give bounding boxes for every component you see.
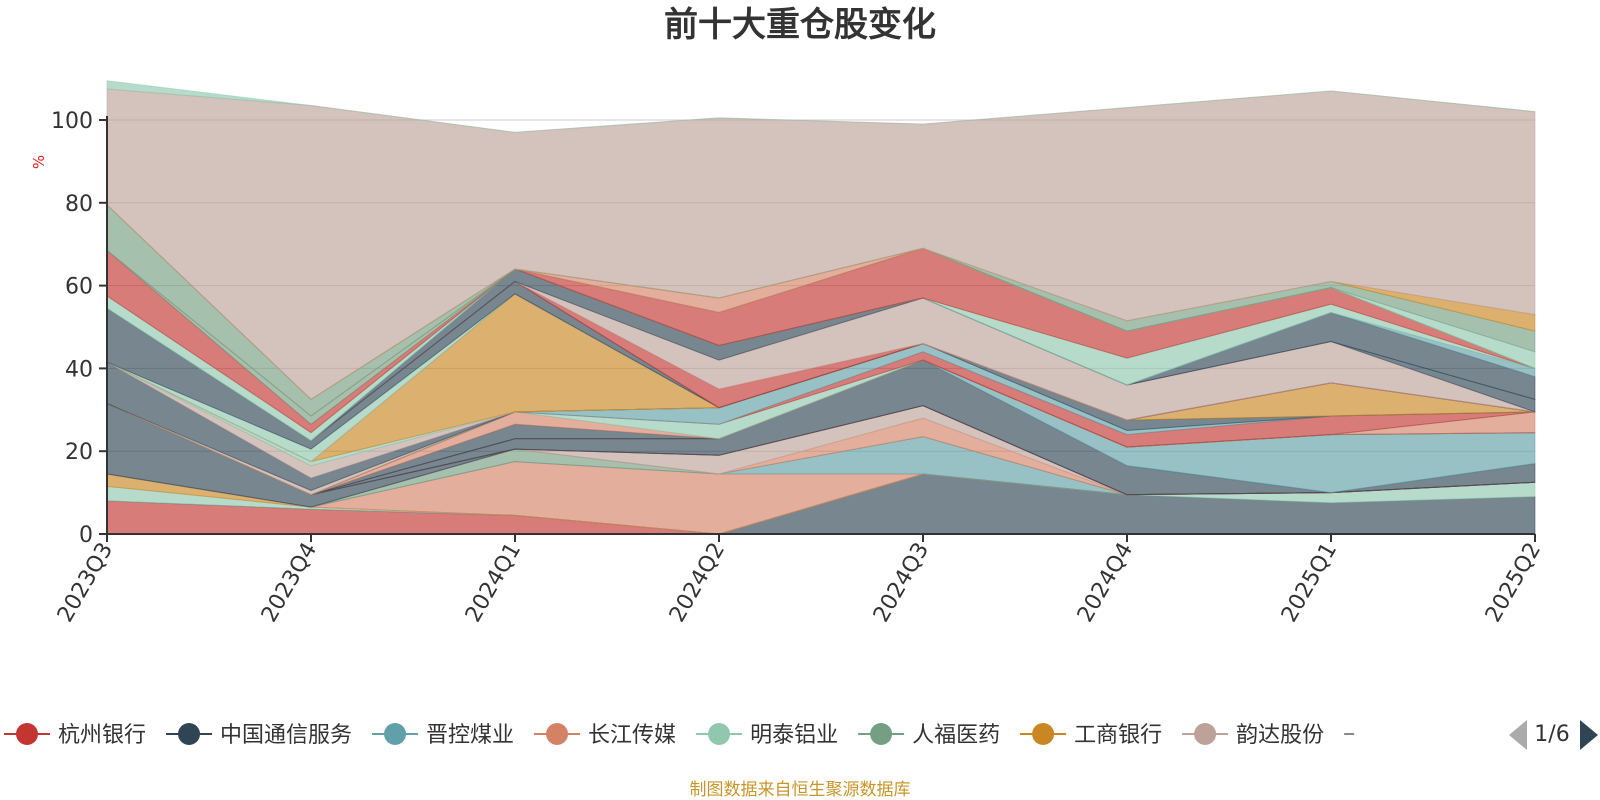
- legend-next-arrow-icon[interactable]: [1580, 720, 1598, 750]
- y-tick-label: 40: [65, 357, 93, 382]
- legend-item-label: 晋控煤业: [426, 723, 514, 748]
- area-series: 明泰铝业: [106, 80, 1536, 133]
- legend-marker-icon: [546, 723, 569, 745]
- legend-marker-icon: [870, 723, 893, 745]
- legend-item[interactable]: 长江传媒: [534, 723, 676, 748]
- legend-prev-arrow-icon[interactable]: [1509, 720, 1527, 750]
- x-tick-label: 2023Q4: [257, 539, 322, 627]
- legend-pager: 1/6: [1509, 720, 1598, 750]
- y-tick-label: 20: [65, 440, 93, 465]
- legend-item[interactable]: 明泰铝业: [696, 723, 838, 748]
- legend-page-label: 1/6: [1534, 722, 1569, 747]
- legend-marker-icon: [178, 723, 201, 745]
- legend-item[interactable]: 杭州银行: [4, 723, 146, 748]
- legend-item-label: 中国通信服务: [220, 723, 352, 748]
- y-axis-unit-label: %: [30, 155, 48, 169]
- y-tick-label: 60: [65, 275, 93, 300]
- legend-item[interactable]: 人福医药: [858, 723, 1000, 748]
- legend-marker-icon: [384, 723, 407, 745]
- legend-marker-icon: [16, 723, 38, 745]
- y-tick-label: 80: [65, 192, 93, 217]
- legend-marker-icon: [1032, 723, 1055, 745]
- x-tick-label: 2024Q4: [1073, 539, 1138, 627]
- x-tick-label: 2024Q3: [869, 539, 934, 627]
- x-tick-label: 2024Q1: [461, 539, 526, 627]
- legend: 杭州银行 中国通信服务 晋控煤业 长江传媒 明泰铝业 人福医药 工商银行 韵达股份: [4, 723, 1355, 748]
- area-series-group: 杭州银行中国通信服务明泰铝业工商银行长江传媒晋控煤业人福医药长江传媒韵达股份中国…: [106, 80, 1536, 535]
- chart-title: 前十大重仓股变化: [664, 5, 936, 45]
- legend-marker-icon: [1194, 723, 1217, 745]
- legend-item-label: 明泰铝业: [750, 723, 838, 748]
- legend-item-label: 长江传媒: [588, 723, 676, 748]
- y-tick-labels: 0 20 40 60 80 100: [51, 109, 93, 548]
- legend-item[interactable]: 韵达股份: [1182, 723, 1324, 748]
- axes: [106, 116, 1535, 535]
- legend-item[interactable]: 晋控煤业: [372, 723, 514, 748]
- y-tick-label: 100: [51, 109, 93, 134]
- data-source-note: 制图数据来自恒生聚源数据库: [690, 780, 911, 800]
- x-tick-label: 2025Q1: [1277, 539, 1342, 627]
- legend-item-label: 杭州银行: [58, 723, 146, 748]
- x-tick-label: 2024Q2: [665, 539, 730, 627]
- legend-item-label: 工商银行: [1074, 723, 1162, 748]
- x-tick-label: 2025Q2: [1481, 539, 1546, 627]
- legend-marker-icon: [708, 723, 731, 745]
- legend-item[interactable]: 工商银行: [1020, 723, 1162, 748]
- x-tick-label: 2023Q3: [53, 539, 118, 627]
- y-tick-label: 0: [79, 523, 93, 548]
- legend-item-label: 韵达股份: [1236, 723, 1324, 748]
- legend-item[interactable]: 中国通信服务: [166, 723, 352, 748]
- legend-item-label: 人福医药: [912, 723, 1000, 748]
- x-tick-labels: 2023Q3 2023Q4 2024Q1 2024Q2 2024Q3 2024Q4 2025…: [53, 534, 1546, 627]
